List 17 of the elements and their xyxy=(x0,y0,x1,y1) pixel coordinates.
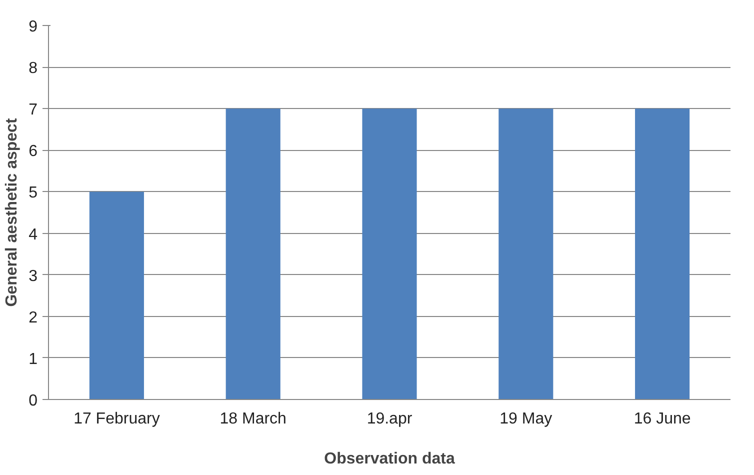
y-tick-label: 6 xyxy=(28,143,38,160)
x-tick-label: 18 March xyxy=(220,410,286,428)
y-tick-label: 0 xyxy=(28,392,38,410)
y-tick-label: 8 xyxy=(28,60,38,78)
x-tick-label: 16 June xyxy=(634,410,691,428)
y-tick-label: 5 xyxy=(28,184,38,202)
x-tick-label: 19.apr xyxy=(366,410,413,428)
y-tick-label: 9 xyxy=(28,18,38,36)
y-tick-label: 1 xyxy=(28,350,38,368)
x-tick-label: 17 February xyxy=(74,410,160,428)
x-tick-label: 19 May xyxy=(500,410,552,428)
y-tick-label: 3 xyxy=(28,268,38,285)
y-tick-label: 2 xyxy=(28,309,38,326)
x-axis-title: Observation data xyxy=(324,450,455,468)
y-tick-label: 4 xyxy=(28,226,38,244)
y-axis-title: General aesthetic aspect xyxy=(4,118,21,307)
y-tick-label: 7 xyxy=(28,102,38,119)
